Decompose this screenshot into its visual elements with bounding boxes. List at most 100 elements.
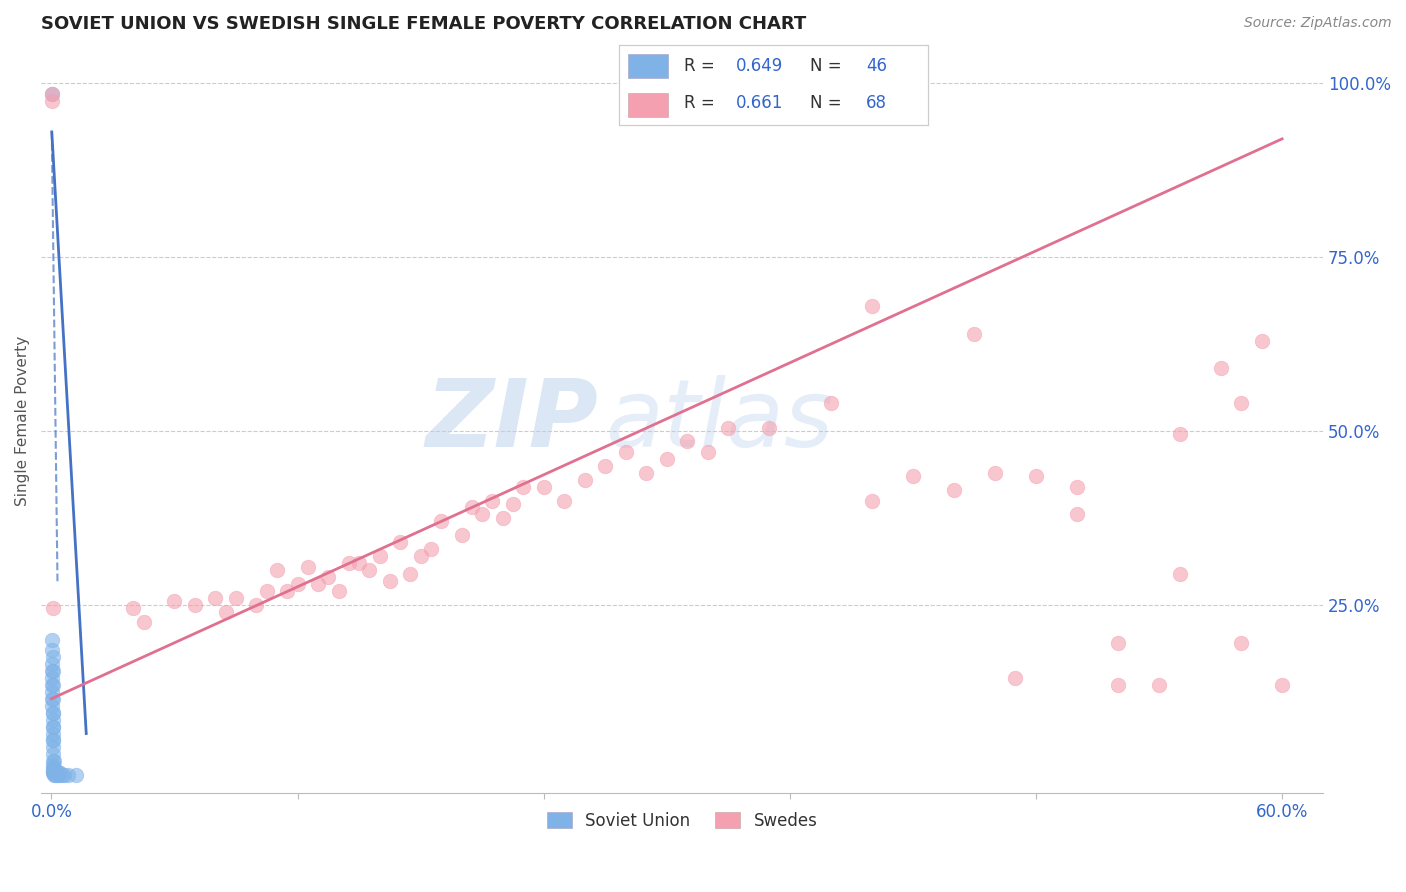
Point — [717, 420, 740, 434]
Point — [942, 483, 965, 497]
Point — [41, 87, 63, 101]
Point — [901, 469, 924, 483]
Point — [48, 766, 70, 780]
Text: SOVIET UNION VS SWEDISH SINGLE FEMALE POVERTY CORRELATION CHART: SOVIET UNION VS SWEDISH SINGLE FEMALE PO… — [41, 15, 807, 33]
FancyBboxPatch shape — [628, 93, 668, 117]
Point — [122, 601, 145, 615]
Point — [984, 466, 1007, 480]
Point — [42, 755, 65, 769]
Point — [184, 598, 207, 612]
Point — [820, 396, 842, 410]
Point — [42, 755, 65, 769]
Point — [347, 556, 370, 570]
Point — [52, 768, 75, 782]
Text: ZIP: ZIP — [426, 375, 599, 467]
Point — [41, 94, 63, 108]
Point — [42, 720, 65, 734]
Point — [42, 664, 65, 678]
Point — [42, 766, 65, 780]
Point — [337, 556, 360, 570]
Point — [533, 480, 555, 494]
Point — [41, 671, 63, 685]
Point — [1147, 678, 1170, 692]
Point — [41, 87, 63, 101]
Point — [450, 528, 472, 542]
Point — [46, 768, 69, 782]
Point — [491, 511, 513, 525]
Point — [42, 706, 65, 720]
Text: Source: ZipAtlas.com: Source: ZipAtlas.com — [1244, 16, 1392, 30]
Point — [42, 764, 65, 779]
Point — [359, 563, 381, 577]
Point — [44, 764, 66, 779]
Text: R =: R = — [683, 95, 720, 112]
Point — [307, 577, 329, 591]
Point — [368, 549, 391, 564]
Point — [502, 497, 524, 511]
Point — [389, 535, 412, 549]
Point — [42, 761, 65, 775]
Point — [1107, 636, 1129, 650]
Point — [42, 706, 65, 720]
Point — [163, 594, 186, 608]
Point — [42, 764, 65, 778]
Point — [41, 698, 63, 713]
Y-axis label: Single Female Poverty: Single Female Poverty — [15, 335, 30, 506]
Point — [636, 466, 658, 480]
Legend: Soviet Union, Swedes: Soviet Union, Swedes — [540, 805, 824, 837]
Point — [758, 420, 780, 434]
Point — [860, 493, 883, 508]
Text: 46: 46 — [866, 57, 887, 75]
Point — [46, 768, 69, 782]
Text: atlas: atlas — [605, 375, 834, 466]
Point — [41, 657, 63, 671]
Point — [46, 764, 69, 779]
Point — [378, 574, 401, 588]
Point — [132, 615, 155, 630]
Point — [42, 733, 65, 747]
Point — [42, 650, 65, 665]
Point — [1168, 566, 1191, 581]
Point — [65, 768, 87, 782]
Point — [328, 584, 350, 599]
Point — [276, 584, 298, 599]
Point — [215, 605, 238, 619]
Point — [1230, 396, 1253, 410]
Point — [1066, 480, 1088, 494]
Point — [245, 598, 267, 612]
Point — [860, 299, 883, 313]
Point — [461, 500, 484, 515]
Point — [655, 451, 678, 466]
Point — [419, 542, 441, 557]
Point — [481, 493, 503, 508]
Point — [1107, 678, 1129, 692]
Point — [42, 720, 65, 734]
Point — [41, 643, 63, 657]
Text: N =: N = — [810, 57, 848, 75]
Point — [42, 747, 65, 762]
Point — [593, 458, 616, 473]
FancyBboxPatch shape — [628, 54, 668, 78]
Text: 0.661: 0.661 — [737, 95, 783, 112]
Point — [1271, 678, 1294, 692]
Point — [56, 768, 79, 782]
Point — [676, 434, 699, 449]
Point — [42, 601, 65, 615]
Text: R =: R = — [683, 57, 720, 75]
Point — [266, 563, 288, 577]
Point — [297, 559, 319, 574]
Point — [963, 326, 986, 341]
Point — [614, 445, 637, 459]
Point — [287, 577, 309, 591]
Point — [225, 591, 247, 605]
Point — [553, 493, 575, 508]
Point — [41, 691, 63, 706]
Point — [409, 549, 432, 564]
Point — [204, 591, 226, 605]
Point — [41, 685, 63, 699]
Point — [42, 764, 65, 779]
Point — [696, 445, 718, 459]
Text: N =: N = — [810, 95, 848, 112]
Point — [1168, 427, 1191, 442]
Point — [41, 632, 63, 647]
